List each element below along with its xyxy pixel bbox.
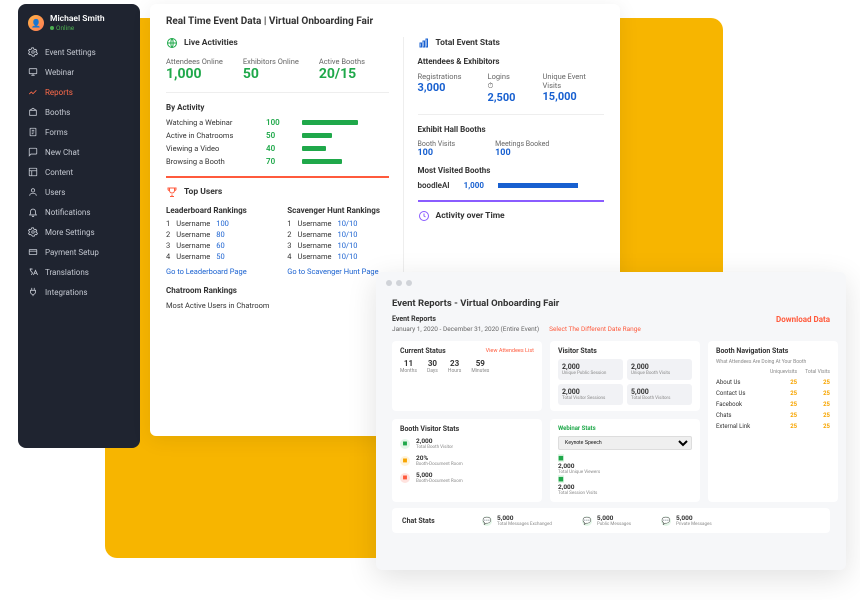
users-icon — [28, 187, 38, 197]
activity-row: Active in Chatrooms50 — [166, 131, 389, 140]
by-activity-heading: By Activity — [166, 103, 389, 112]
nav-item-booths[interactable]: Booths — [18, 102, 140, 122]
chatroom-rank-title: Chatroom Rankings — [166, 286, 389, 295]
nav-item-forms[interactable]: Forms — [18, 122, 140, 142]
top-users-heading: Top Users — [166, 186, 389, 198]
sidebar: 👤 Michael Smith Online Event SettingsWeb… — [18, 4, 140, 448]
live-stats: Attendees Online1,000 Exhibitors Online50… — [166, 57, 389, 82]
avatar: 👤 — [28, 15, 44, 31]
clock-icon — [418, 210, 430, 222]
monitor-icon — [28, 67, 38, 77]
trophy-icon — [166, 186, 178, 198]
chat-icon: 💬 — [582, 516, 592, 526]
chat-icon: 💬 — [482, 516, 492, 526]
leaderboard-col: Leaderboard Rankings 1Username1002Userna… — [166, 206, 267, 276]
live-stat: Active Booths20/15 — [319, 57, 365, 82]
activity-over-time-heading: Activity over Time — [418, 210, 604, 222]
gear-icon — [28, 227, 38, 237]
form-icon — [28, 127, 38, 137]
leaderboard-link[interactable]: Go to Leaderboard Page — [166, 267, 247, 276]
current-status-card: Current StatusView Attendees List 11Mont… — [392, 341, 542, 411]
download-button[interactable]: Download Data — [776, 315, 830, 324]
total-stats-heading: Total Event Stats — [418, 37, 604, 49]
visitor-stats-card: Visitor Stats 2,000Unique Public Session… — [550, 341, 700, 411]
user-block[interactable]: 👤 Michael Smith Online — [18, 14, 140, 38]
nav-item-content[interactable]: Content — [18, 162, 140, 182]
nav-item-reports[interactable]: Reports — [18, 82, 140, 102]
plug-icon — [28, 287, 38, 297]
reports-title: Event Reports - Virtual Onboarding Fair — [392, 298, 830, 309]
activity-row: Watching a Webinar100 — [166, 118, 389, 127]
total-stats-row: Registrations3,000Logins ⏱2,500Unique Ev… — [418, 72, 604, 104]
chart-icon — [28, 87, 38, 97]
chat-stats-card: Chat Stats 💬5,000Total Messages Exchange… — [392, 508, 830, 533]
gear-icon — [28, 47, 38, 57]
nav-item-more-settings[interactable]: More Settings — [18, 222, 140, 242]
view-attendees-link[interactable]: View Attendees List — [486, 348, 534, 354]
scavenger-col: Scavenger Hunt Rankings 1Username10/102U… — [287, 206, 388, 276]
nav-item-users[interactable]: Users — [18, 182, 140, 202]
chatroom-rank-sub: Most Active Users in Chatroom — [166, 301, 389, 310]
activity-rows: Watching a Webinar100 Active in Chatrooms… — [166, 118, 389, 166]
nav-item-integrations[interactable]: Integrations — [18, 282, 140, 302]
chat-icon — [28, 147, 38, 157]
mvb-bar — [498, 183, 578, 188]
window-controls — [376, 272, 846, 294]
live-stat: Attendees Online1,000 — [166, 57, 223, 82]
nav-item-payment-setup[interactable]: Payment Setup — [18, 242, 140, 262]
booth-nav-card: Booth Navigation Stats What Attendees Ar… — [708, 341, 838, 502]
live-stat: Exhibitors Online50 — [243, 57, 299, 82]
reports-panel: Event Reports - Virtual Onboarding Fair … — [376, 272, 846, 570]
nav-item-notifications[interactable]: Notifications — [18, 202, 140, 222]
live-heading: Live Activities — [166, 37, 389, 49]
globe-icon — [166, 37, 178, 49]
nav-item-webinar[interactable]: Webinar — [18, 62, 140, 82]
nav-item-translations[interactable]: Translations — [18, 262, 140, 282]
scavenger-link[interactable]: Go to Scavenger Hunt Page — [287, 267, 378, 276]
webinar-select[interactable]: Keynote Speech — [558, 436, 692, 450]
user-name: Michael Smith — [50, 14, 105, 24]
user-status: Online — [50, 24, 105, 32]
card-icon — [28, 247, 38, 257]
stats-icon — [418, 37, 430, 49]
activity-row: Browsing a Booth70 — [166, 157, 389, 166]
lang-icon — [28, 267, 38, 277]
nav-item-event-settings[interactable]: Event Settings — [18, 42, 140, 62]
select-date-link[interactable]: Select The Different Date Range — [549, 325, 641, 333]
bell-icon — [28, 207, 38, 217]
activity-row: Viewing a Video40 — [166, 144, 389, 153]
content-icon — [28, 167, 38, 177]
booth-visitor-card: Booth Visitor Stats ◼2,000Total Booth Vi… — [392, 419, 542, 502]
webinar-stats-card: Webinar Stats Keynote Speech ◼2,000Total… — [550, 419, 700, 502]
nav-list: Event SettingsWebinarReportsBoothsFormsN… — [18, 42, 140, 302]
panel-title: Real Time Event Data | Virtual Onboardin… — [166, 16, 604, 27]
nav-item-new-chat[interactable]: New Chat — [18, 142, 140, 162]
booth-icon — [28, 107, 38, 117]
chat-icon: 💬 — [661, 516, 671, 526]
